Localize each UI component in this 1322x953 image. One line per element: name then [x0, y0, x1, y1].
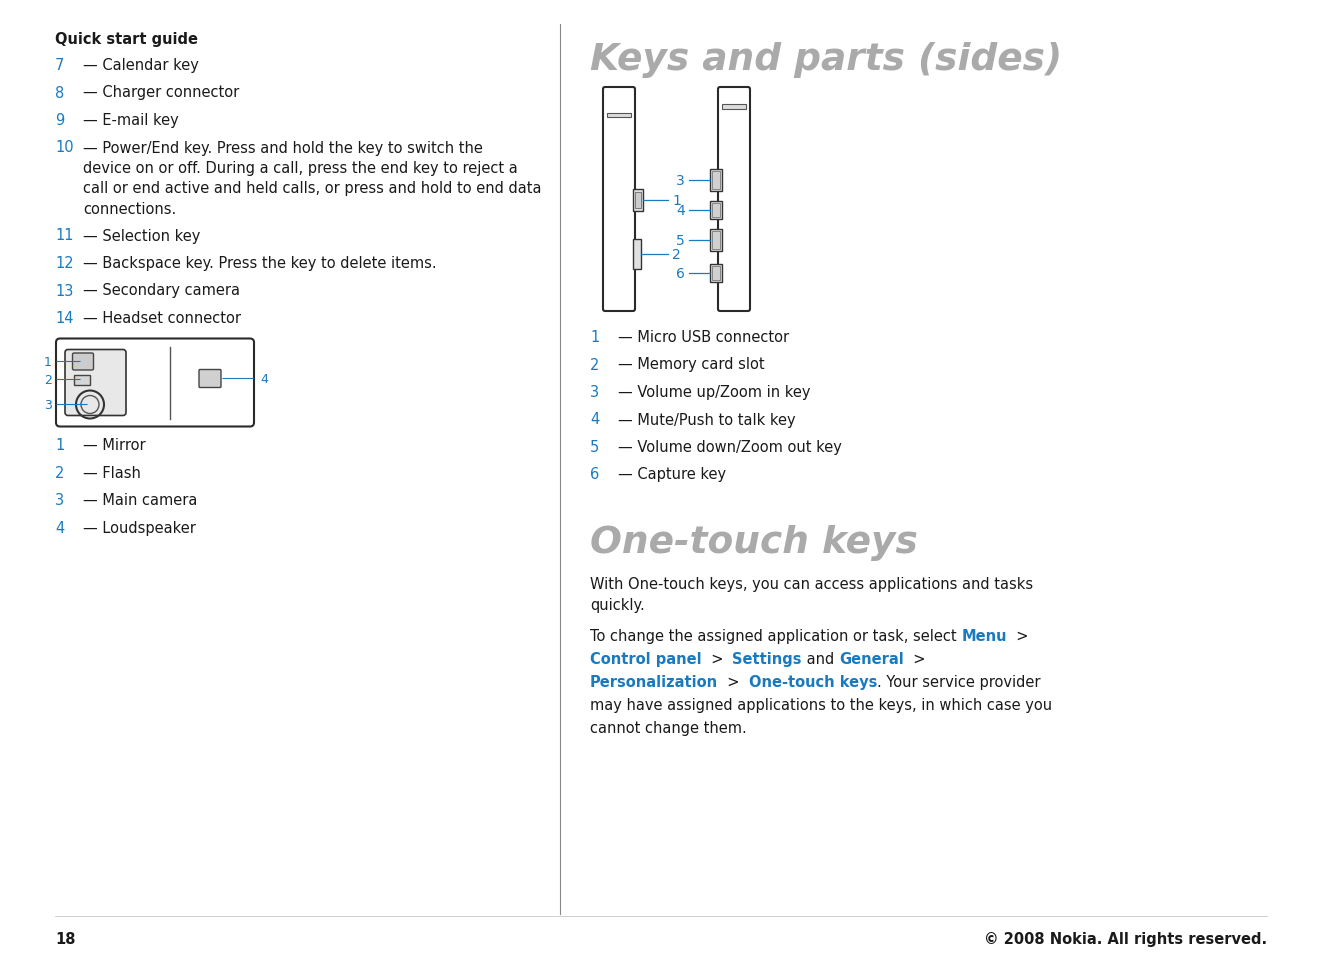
Bar — [633, 190, 642, 212]
Text: >: > — [702, 651, 732, 666]
Text: 1: 1 — [672, 193, 681, 208]
Text: 9: 9 — [56, 112, 65, 128]
Text: — Calendar key: — Calendar key — [83, 58, 198, 73]
Text: may have assigned applications to the keys, in which case you: may have assigned applications to the ke… — [590, 698, 1052, 712]
Text: 5: 5 — [590, 439, 599, 455]
Text: 13: 13 — [56, 283, 74, 298]
Text: — Volume up/Zoom in key: — Volume up/Zoom in key — [617, 385, 810, 399]
Bar — [710, 230, 722, 252]
Text: — Flash: — Flash — [83, 465, 141, 480]
Text: — Secondary camera: — Secondary camera — [83, 283, 241, 298]
FancyBboxPatch shape — [200, 370, 221, 388]
Text: Quick start guide: Quick start guide — [56, 32, 198, 47]
Bar — [710, 265, 722, 283]
Text: 3: 3 — [56, 493, 65, 508]
Text: — Loudspeaker: — Loudspeaker — [83, 520, 196, 536]
FancyBboxPatch shape — [603, 88, 635, 312]
Text: 2: 2 — [56, 465, 65, 480]
Text: 1: 1 — [590, 330, 599, 345]
FancyBboxPatch shape — [718, 88, 750, 312]
Text: >: > — [718, 675, 748, 689]
Bar — [635, 193, 641, 209]
FancyBboxPatch shape — [56, 339, 254, 427]
Bar — [607, 113, 631, 118]
Text: Settings: Settings — [732, 651, 802, 666]
Text: 1: 1 — [56, 438, 65, 453]
Text: >: > — [1007, 628, 1029, 643]
Bar — [633, 240, 641, 270]
Text: — Charger connector: — Charger connector — [83, 86, 239, 100]
Text: © 2008 Nokia. All rights reserved.: © 2008 Nokia. All rights reserved. — [984, 931, 1266, 946]
Text: 2: 2 — [672, 248, 681, 262]
Text: Keys and parts (sides): Keys and parts (sides) — [590, 42, 1062, 78]
Text: 7: 7 — [56, 58, 65, 73]
Text: — Main camera: — Main camera — [83, 493, 197, 508]
Bar — [710, 202, 722, 220]
Text: Personalization: Personalization — [590, 675, 718, 689]
Text: 18: 18 — [56, 931, 75, 946]
Text: One-touch keys: One-touch keys — [748, 675, 878, 689]
Text: — Power/End key. Press and hold the key to switch the
device on or off. During a: — Power/End key. Press and hold the key … — [83, 140, 542, 216]
Text: 10: 10 — [56, 140, 74, 155]
Text: General: General — [838, 651, 903, 666]
Text: 8: 8 — [56, 86, 65, 100]
Text: 4: 4 — [677, 204, 685, 218]
Text: 6: 6 — [590, 467, 599, 482]
Text: 3: 3 — [677, 173, 685, 188]
Text: One-touch keys: One-touch keys — [590, 524, 917, 560]
Text: With One-touch keys, you can access applications and tasks
quickly.: With One-touch keys, you can access appl… — [590, 577, 1032, 613]
Text: — Capture key: — Capture key — [617, 467, 726, 482]
Text: 3: 3 — [44, 398, 52, 412]
Bar — [713, 204, 720, 218]
Bar — [710, 170, 722, 192]
FancyBboxPatch shape — [73, 354, 94, 371]
Text: Menu: Menu — [961, 628, 1007, 643]
Text: — Memory card slot: — Memory card slot — [617, 357, 764, 372]
Bar — [74, 375, 90, 385]
Text: 2: 2 — [590, 357, 599, 372]
Text: >: > — [903, 651, 925, 666]
Text: 2: 2 — [44, 374, 52, 387]
Bar — [713, 232, 720, 250]
Text: 4: 4 — [260, 373, 268, 386]
Text: Control panel: Control panel — [590, 651, 702, 666]
Text: 3: 3 — [590, 385, 599, 399]
Text: — Headset connector: — Headset connector — [83, 311, 241, 326]
Text: 14: 14 — [56, 311, 74, 326]
Text: To change the assigned application or task, select: To change the assigned application or ta… — [590, 628, 961, 643]
Text: 1: 1 — [44, 355, 52, 369]
Bar — [722, 105, 746, 110]
Text: 4: 4 — [56, 520, 65, 536]
Text: — Backspace key. Press the key to delete items.: — Backspace key. Press the key to delete… — [83, 255, 436, 271]
Text: — Mirror: — Mirror — [83, 438, 145, 453]
Text: cannot change them.: cannot change them. — [590, 720, 747, 735]
Text: — Selection key: — Selection key — [83, 229, 201, 243]
Text: and: and — [802, 651, 838, 666]
FancyBboxPatch shape — [65, 350, 126, 416]
Bar — [713, 267, 720, 281]
Text: 4: 4 — [590, 412, 599, 427]
Text: — E-mail key: — E-mail key — [83, 112, 178, 128]
Text: — Mute/Push to talk key: — Mute/Push to talk key — [617, 412, 796, 427]
Text: — Volume down/Zoom out key: — Volume down/Zoom out key — [617, 439, 842, 455]
Bar — [713, 172, 720, 190]
Text: 5: 5 — [677, 233, 685, 248]
Text: 11: 11 — [56, 229, 74, 243]
Text: 6: 6 — [676, 267, 685, 281]
Text: 12: 12 — [56, 255, 74, 271]
Text: — Micro USB connector: — Micro USB connector — [617, 330, 789, 345]
Text: . Your service provider: . Your service provider — [878, 675, 1040, 689]
